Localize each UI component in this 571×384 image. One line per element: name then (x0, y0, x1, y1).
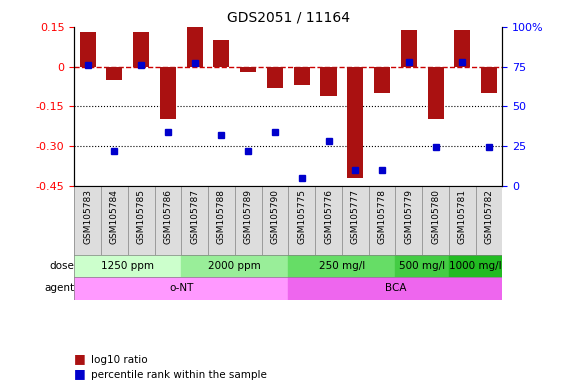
Bar (214, 40, 230, 66)
Text: GSM105781: GSM105781 (458, 189, 467, 244)
Text: percentile rank within the sample: percentile rank within the sample (91, 370, 267, 380)
Text: 1250 ppm: 1250 ppm (101, 261, 154, 271)
Bar (395, 185, 422, 255)
Bar (320, 66, 336, 96)
Bar (262, 185, 288, 255)
Bar (74, 255, 182, 277)
Text: GSM105782: GSM105782 (485, 189, 493, 244)
Bar (422, 185, 449, 255)
Text: BCA: BCA (385, 283, 406, 293)
Text: GSM105777: GSM105777 (351, 189, 360, 244)
Bar (133, 32, 149, 66)
Text: ■: ■ (74, 352, 86, 365)
Bar (74, 277, 288, 300)
Bar (235, 185, 262, 255)
Text: GSM105786: GSM105786 (163, 189, 172, 244)
Bar (315, 185, 342, 255)
Text: GSM105787: GSM105787 (190, 189, 199, 244)
Bar (106, 66, 122, 80)
Title: GDS2051 / 11164: GDS2051 / 11164 (227, 10, 350, 24)
Bar (155, 185, 182, 255)
Text: GSM105785: GSM105785 (136, 189, 146, 244)
Bar (449, 255, 502, 277)
Bar (240, 66, 256, 72)
Text: GSM105784: GSM105784 (110, 189, 119, 244)
Text: 1000 mg/l: 1000 mg/l (449, 261, 502, 271)
Text: agent: agent (44, 283, 74, 293)
Bar (182, 185, 208, 255)
Bar (79, 32, 96, 66)
Text: GSM105790: GSM105790 (271, 189, 279, 244)
Bar (267, 66, 283, 88)
Bar (208, 185, 235, 255)
Bar (101, 185, 128, 255)
Bar (342, 185, 369, 255)
Bar (476, 185, 502, 255)
Text: GSM105783: GSM105783 (83, 189, 92, 244)
Text: dose: dose (49, 261, 74, 271)
Text: log10 ratio: log10 ratio (91, 355, 148, 365)
Bar (288, 277, 502, 300)
Text: GSM105779: GSM105779 (404, 189, 413, 244)
Text: GSM105789: GSM105789 (244, 189, 253, 244)
Bar (347, 66, 363, 177)
Bar (428, 66, 444, 119)
Bar (187, 27, 203, 66)
Text: GSM105775: GSM105775 (297, 189, 306, 244)
Bar (74, 185, 101, 255)
Text: 2000 ppm: 2000 ppm (208, 261, 261, 271)
Text: 500 mg/l: 500 mg/l (399, 261, 445, 271)
Bar (369, 185, 395, 255)
Bar (449, 185, 476, 255)
Text: 250 mg/l: 250 mg/l (319, 261, 365, 271)
Text: GSM105778: GSM105778 (377, 189, 387, 244)
Text: ■: ■ (74, 367, 86, 380)
Text: GSM105780: GSM105780 (431, 189, 440, 244)
Text: GSM105776: GSM105776 (324, 189, 333, 244)
Text: o-NT: o-NT (169, 283, 194, 293)
Bar (481, 66, 497, 93)
Bar (160, 66, 176, 119)
Bar (288, 185, 315, 255)
Bar (395, 255, 449, 277)
Bar (401, 30, 417, 66)
Bar (288, 255, 395, 277)
Bar (293, 66, 309, 85)
Bar (182, 255, 288, 277)
Bar (374, 66, 390, 93)
Text: GSM105788: GSM105788 (217, 189, 226, 244)
Bar (128, 185, 155, 255)
Bar (455, 30, 471, 66)
